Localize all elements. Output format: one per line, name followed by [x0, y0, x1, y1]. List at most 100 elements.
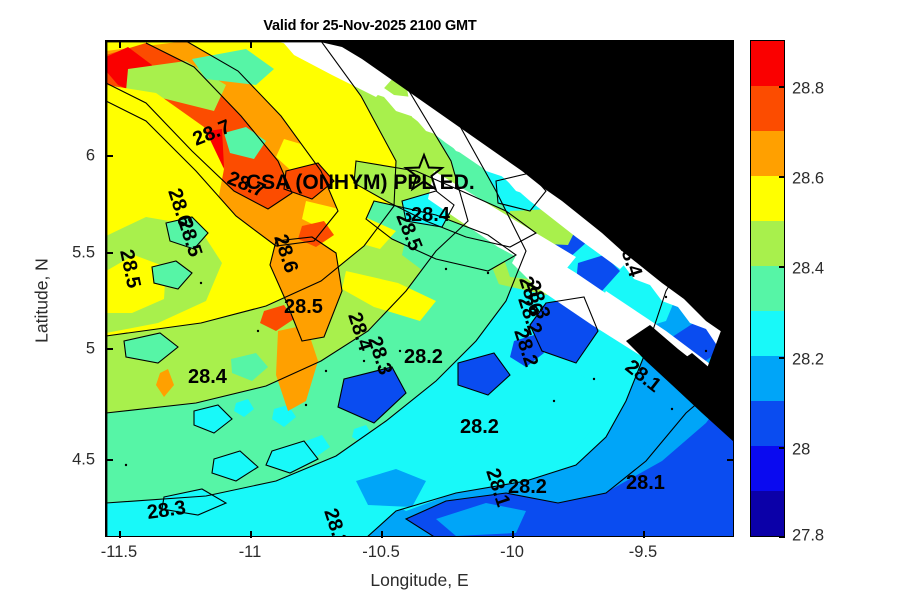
xtick-label-3: -10: [500, 543, 524, 561]
y-axis-label: Latitude, N: [31, 258, 52, 343]
band-teal-pocket-e: [231, 353, 268, 381]
xtick-label-2: -10.5: [362, 543, 400, 561]
ytickmark-r-1: [727, 252, 734, 254]
contour-label-28.2-e: 28.2: [508, 476, 547, 498]
data-point-dots: [124, 229, 708, 467]
colorbar-band-28.6: [751, 130, 784, 176]
ytickmark-3: [106, 459, 113, 461]
band-teal-pocket-d: [124, 333, 178, 363]
xtickmark-top-2: [381, 41, 383, 48]
band-yellow-upper: [106, 85, 224, 263]
colorbar-tick-label-3: 28.2: [792, 350, 825, 369]
contour-label-28.5-c: 28.5: [284, 296, 323, 318]
xtick-label-0: -11.5: [100, 543, 138, 561]
x-axis-label: Longitude, E: [370, 570, 469, 590]
colorbar-band-28.3: [751, 265, 784, 311]
band-cyan-notch-2: [356, 469, 426, 507]
band-blue-small-1: [458, 353, 510, 395]
band-yellow-spur-3: [342, 271, 436, 321]
colorbar-tick-label-1: 28.6: [792, 169, 825, 188]
band-green-pocket-1: [126, 61, 226, 111]
contour-label-28.4-a: 28.4: [411, 204, 451, 226]
ytick-label-1: 5.5: [72, 243, 95, 262]
contour-label-28.1-b: 28.1: [626, 472, 665, 494]
ytickmark-r-2: [727, 348, 734, 350]
colorbar-band-28.7: [751, 85, 784, 131]
landmass-se-2: [666, 345, 733, 432]
contour-label-28.3-b: 28.3: [146, 497, 188, 524]
band-teal-pocket-a: [224, 127, 266, 159]
band-blue-small-2: [338, 367, 406, 423]
ytickmark-r-3: [727, 459, 734, 461]
xtickmark-top-0: [119, 41, 121, 48]
map-plot-area[interactable]: 28.7 28.7 28.6 28.6 28.6 28.5 28.5 28.5 …: [105, 40, 734, 537]
page-title: Valid for 25-Nov-2025 2100 GMT: [263, 18, 477, 34]
band-teal-pocket-b: [166, 217, 208, 249]
island-cyan-7: [334, 455, 362, 477]
band-orange-neck: [270, 237, 342, 341]
plot-border: [106, 41, 733, 536]
xtickmark-0: [119, 531, 121, 538]
ytickmark-0: [106, 155, 113, 157]
colorbar-tickmark-1: [779, 176, 785, 178]
xtick-label-4: -9.5: [628, 543, 658, 561]
island-cyan-4: [212, 451, 258, 481]
colorbar-band-27.8: [751, 490, 784, 536]
colorbar-tickmark-3: [779, 357, 785, 359]
band-cyan-notch-1: [436, 503, 526, 536]
island-cyan-6: [304, 435, 330, 457]
colorbar-tickmark-5: [779, 536, 785, 538]
ytickmark-r-0: [727, 155, 734, 157]
band-green-pocket-2: [192, 49, 274, 85]
ytickmark-1: [106, 252, 113, 254]
colorbar-tick-label-0: 28.8: [792, 79, 825, 98]
contour-label-28.2-b: 28.2: [460, 416, 499, 438]
band-teal-centre-2: [402, 237, 500, 291]
colorbar[interactable]: [750, 40, 785, 537]
colorbar-tick-label-2: 28.4: [792, 259, 825, 278]
band-orange-diamond-3: [260, 305, 294, 331]
colorbar-band-28.1: [751, 355, 784, 401]
island-cyan-9: [352, 425, 372, 443]
contour-lines: [106, 41, 733, 536]
xtickmark-top-4: [643, 41, 645, 48]
station-label: CSA (ONHYM) PPL ED.: [246, 171, 475, 194]
band-teal-centre: [366, 201, 516, 271]
xtickmark-1: [250, 531, 252, 538]
contour-label-28.4-c: 28.4: [188, 366, 228, 388]
band-yellow-spur-2: [302, 201, 396, 249]
xtickmark-4: [643, 531, 645, 538]
station-marker[interactable]: [403, 152, 445, 192]
band-blue-small-4: [510, 335, 544, 367]
ytick-label-3: 4.5: [72, 450, 95, 469]
band-yellow-left-bottom: [106, 255, 166, 313]
star-marker[interactable]: [403, 152, 445, 192]
band-orange-drop-2: [298, 309, 318, 331]
colorbar-band-28.2: [751, 310, 784, 356]
colorbar-tick-label-4: 28: [792, 440, 811, 459]
xtick-label-1: -11: [238, 543, 262, 561]
colorbar-tickmark-2: [779, 266, 785, 268]
band-orange-tail: [276, 325, 318, 411]
ytickmark-2: [106, 348, 113, 350]
band-28.0-se: [406, 372, 733, 536]
colorbar-tickmark-4: [779, 447, 785, 449]
contour-field: 28.7 28.7 28.6 28.6 28.6 28.5 28.5 28.5 …: [106, 41, 733, 536]
ytick-label-2: 5: [85, 339, 95, 358]
colorbar-tick-label-5: 27.8: [792, 526, 825, 545]
island-cyan-8: [234, 399, 254, 417]
island-cyan-5: [272, 405, 296, 427]
colorbar-band-28.8: [751, 41, 784, 86]
landmass: [316, 41, 733, 340]
xtickmark-2: [381, 531, 383, 538]
band-cyan-bay: [392, 371, 602, 511]
ytick-label-0: 6: [85, 146, 95, 165]
xtickmark-3: [512, 531, 514, 538]
colorbar-band-28.0: [751, 400, 784, 446]
xtickmark-top-1: [250, 41, 252, 48]
colorbar-band-28.4: [751, 220, 784, 266]
band-orange-drop: [156, 369, 174, 397]
colorbar-tickmark-0: [779, 86, 785, 88]
colorbar-band-27.9: [751, 445, 784, 491]
